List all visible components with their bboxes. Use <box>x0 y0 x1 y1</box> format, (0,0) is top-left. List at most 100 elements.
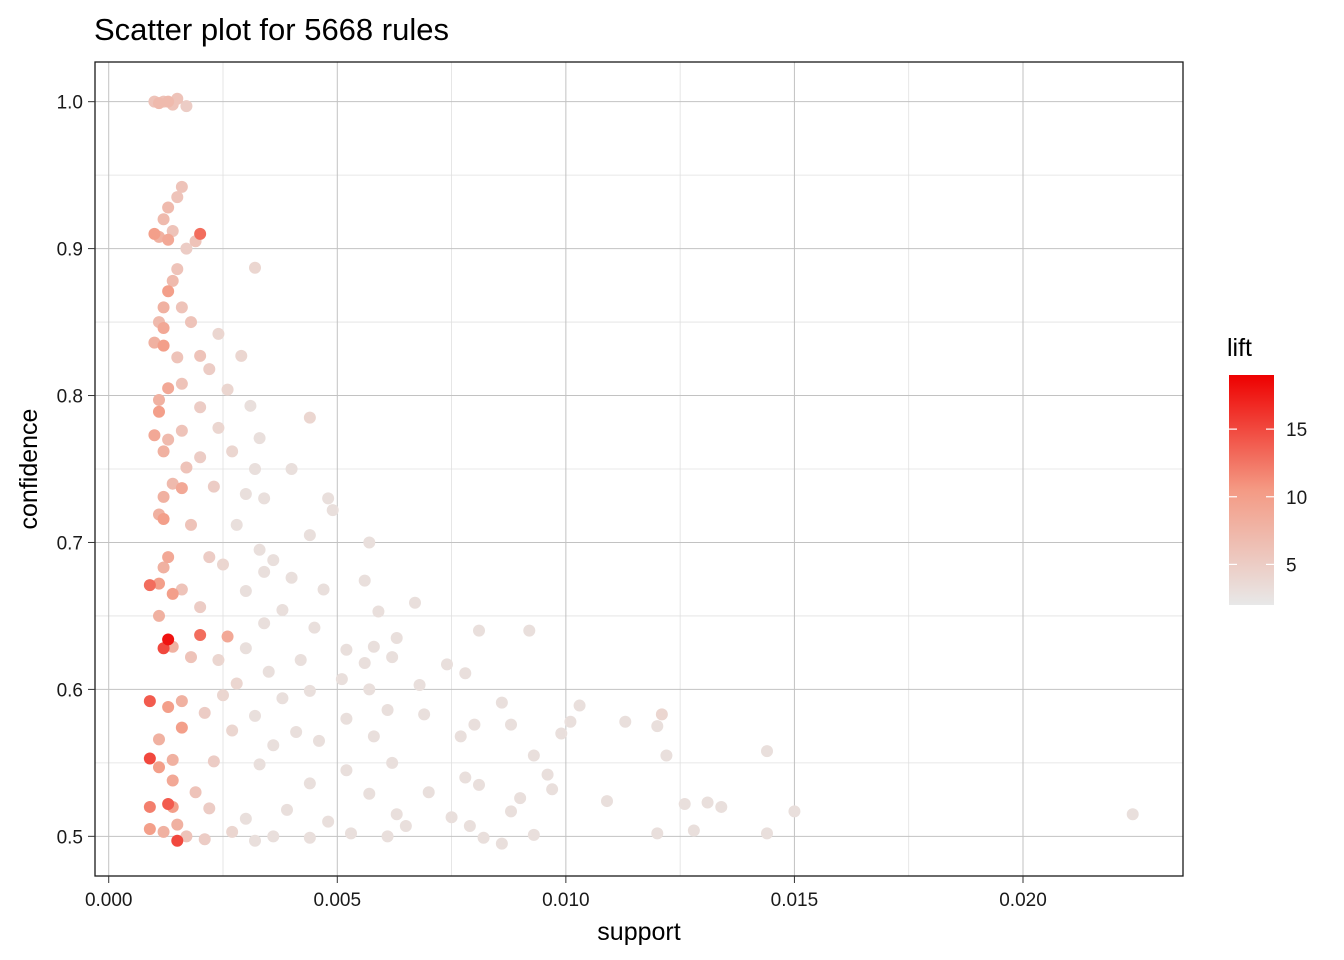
data-point <box>1126 808 1139 821</box>
data-point <box>175 695 188 708</box>
data-point <box>290 726 303 739</box>
data-point <box>203 802 216 815</box>
data-point <box>166 274 179 287</box>
data-point <box>303 684 316 697</box>
data-point <box>175 424 188 437</box>
data-point <box>212 327 225 340</box>
data-point <box>153 577 165 590</box>
data-point <box>527 749 540 762</box>
data-point <box>235 349 248 362</box>
data-point <box>153 761 165 774</box>
data-point <box>358 656 371 669</box>
data-point <box>162 382 175 395</box>
data-point <box>386 651 399 664</box>
data-point <box>761 745 773 758</box>
legend-colorbar <box>1229 375 1274 605</box>
x-tick-label: 0.020 <box>999 890 1047 911</box>
data-point <box>655 708 668 721</box>
x-axis: 0.000 0.005 0.010 0.015 0.020 <box>85 876 1047 911</box>
data-point <box>162 633 175 646</box>
y-axis: 0.5 0.6 0.7 0.8 0.9 1.0 <box>57 93 95 848</box>
data-point <box>166 774 179 787</box>
data-point <box>143 579 156 592</box>
y-tick-label: 0.5 <box>57 827 83 848</box>
data-point <box>162 551 175 564</box>
data-point <box>194 227 207 240</box>
data-point <box>413 678 426 691</box>
data-point <box>217 689 229 702</box>
data-point <box>345 827 357 840</box>
data-point <box>194 349 207 362</box>
data-point <box>459 667 472 680</box>
data-point <box>194 629 207 642</box>
y-tick-label: 0.7 <box>57 533 83 554</box>
data-point <box>185 651 197 664</box>
data-point <box>267 554 280 567</box>
data-point <box>148 429 161 442</box>
data-point <box>171 191 184 204</box>
data-point <box>230 677 243 690</box>
data-point <box>157 339 170 352</box>
data-point <box>340 712 353 725</box>
data-point <box>546 783 559 796</box>
data-point <box>303 777 316 790</box>
data-point <box>194 601 207 614</box>
data-point <box>175 721 188 734</box>
data-point <box>249 834 261 847</box>
data-point <box>303 411 316 424</box>
data-point <box>326 504 339 517</box>
data-point <box>715 800 728 813</box>
data-point <box>463 820 476 833</box>
legend-tick-label: 15 <box>1286 420 1307 441</box>
data-point <box>441 658 453 671</box>
data-point <box>175 377 188 390</box>
data-point <box>473 778 485 791</box>
data-point <box>171 351 184 364</box>
data-point <box>217 558 229 571</box>
data-point <box>180 830 193 843</box>
x-tick-label: 0.010 <box>542 890 590 911</box>
data-point <box>363 683 376 696</box>
data-point <box>162 233 175 246</box>
data-point <box>340 764 353 777</box>
data-point <box>166 224 179 237</box>
data-point <box>148 336 161 349</box>
y-tick-label: 0.6 <box>57 680 83 701</box>
data-point <box>363 787 376 800</box>
data-point <box>239 487 252 500</box>
data-point <box>267 739 280 752</box>
data-point <box>258 492 271 505</box>
data-point <box>171 834 184 847</box>
data-point <box>317 583 330 596</box>
data-point <box>166 477 179 490</box>
data-point <box>523 624 536 637</box>
data-point <box>171 818 184 831</box>
data-point <box>157 445 170 458</box>
data-point <box>573 699 586 712</box>
data-point <box>527 828 540 841</box>
data-point <box>308 621 321 634</box>
x-tick-label: 0.015 <box>771 890 819 911</box>
data-point <box>239 642 252 655</box>
x-tick-label: 0.005 <box>314 890 362 911</box>
data-point <box>303 831 316 844</box>
data-point <box>198 706 211 719</box>
data-point <box>422 786 435 799</box>
data-point <box>303 529 316 542</box>
data-point <box>157 301 170 314</box>
data-point <box>180 100 193 113</box>
data-point <box>175 583 188 596</box>
legend-tick-label: 10 <box>1286 488 1307 509</box>
data-point <box>148 227 161 240</box>
data-point <box>363 536 376 549</box>
data-point <box>514 792 527 805</box>
data-point <box>239 812 252 825</box>
data-point <box>381 703 394 716</box>
data-point <box>207 755 220 768</box>
color-legend: lift 5 10 15 <box>1227 334 1307 605</box>
data-point <box>194 401 207 414</box>
data-point <box>473 624 485 637</box>
chart-title: Scatter plot for 5668 rules <box>94 12 449 47</box>
x-tick-label: 0.000 <box>85 890 133 911</box>
data-point <box>226 724 239 737</box>
